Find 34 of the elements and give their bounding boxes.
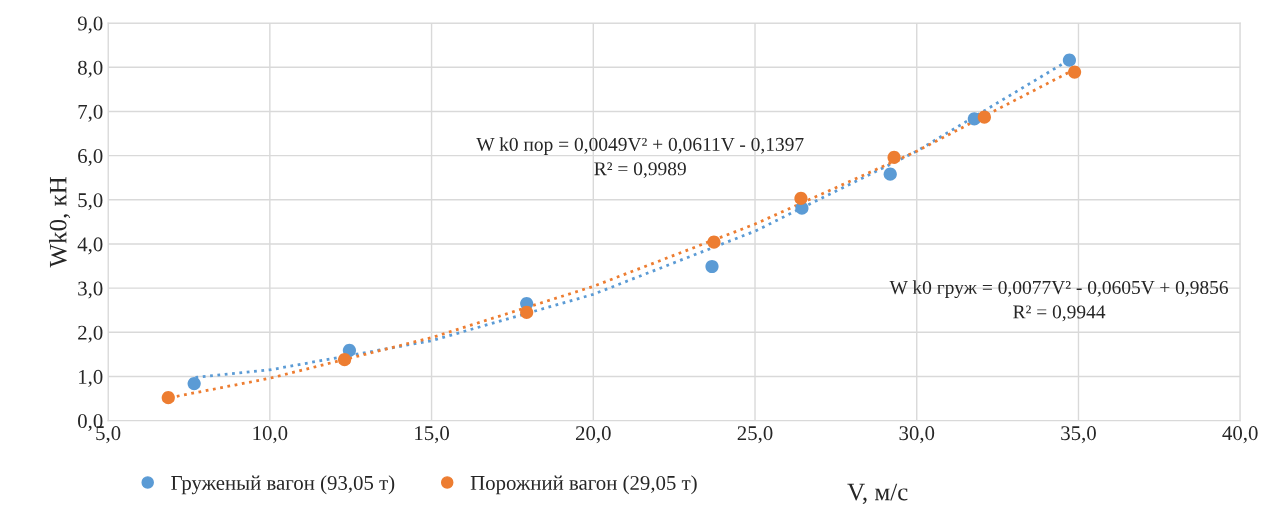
y-tick-label: 6,0	[78, 148, 103, 167]
x-tick-label: 15,0	[415, 426, 450, 444]
point	[1062, 53, 1077, 67]
legend-label: Груженый вагон (93,05 т)	[171, 475, 395, 495]
y-tick-label: 9,0	[77, 16, 103, 34]
x-tick-label: 20,0	[575, 426, 611, 444]
annotation: W k0 груж = 0,0077V² - 0,0605V + 0,9856 R² = 0,9944	[889, 280, 1229, 322]
legend-label: Порожний вагон (29,05 т)	[470, 475, 697, 495]
x-tick-label: 10,0	[253, 426, 288, 444]
x-tick-label: 35,0	[1061, 426, 1096, 444]
point	[977, 110, 991, 124]
annotation: W k0 пор = 0,0049V² + 0,0611V - 0,1397 R² = 0,9989	[476, 137, 804, 179]
y-tick-label: 3,0	[78, 281, 103, 299]
x-tick-label: 25,0	[737, 426, 773, 444]
y-tick-label: 5,0	[78, 193, 103, 211]
point	[520, 305, 534, 320]
point	[161, 391, 175, 405]
y-tick-label: 2,0	[78, 325, 103, 343]
point	[883, 167, 897, 181]
y-tick-label: 7,0	[78, 104, 103, 122]
point	[187, 376, 201, 391]
y-axis-title: Wk0, кН	[48, 176, 71, 268]
point	[887, 150, 901, 164]
point	[705, 259, 719, 274]
x-tick-label: 30,0	[899, 426, 935, 444]
point	[707, 235, 721, 249]
point	[1068, 65, 1082, 79]
x-tick-label: 40,0	[1222, 426, 1258, 444]
point	[337, 353, 352, 367]
y-tick-label: 8,0	[78, 60, 103, 78]
y-tick-label: 1,0	[79, 369, 103, 387]
point	[794, 191, 808, 206]
x-axis-title: V, м/с	[847, 483, 908, 505]
y-tick-label: 4,0	[77, 237, 103, 255]
